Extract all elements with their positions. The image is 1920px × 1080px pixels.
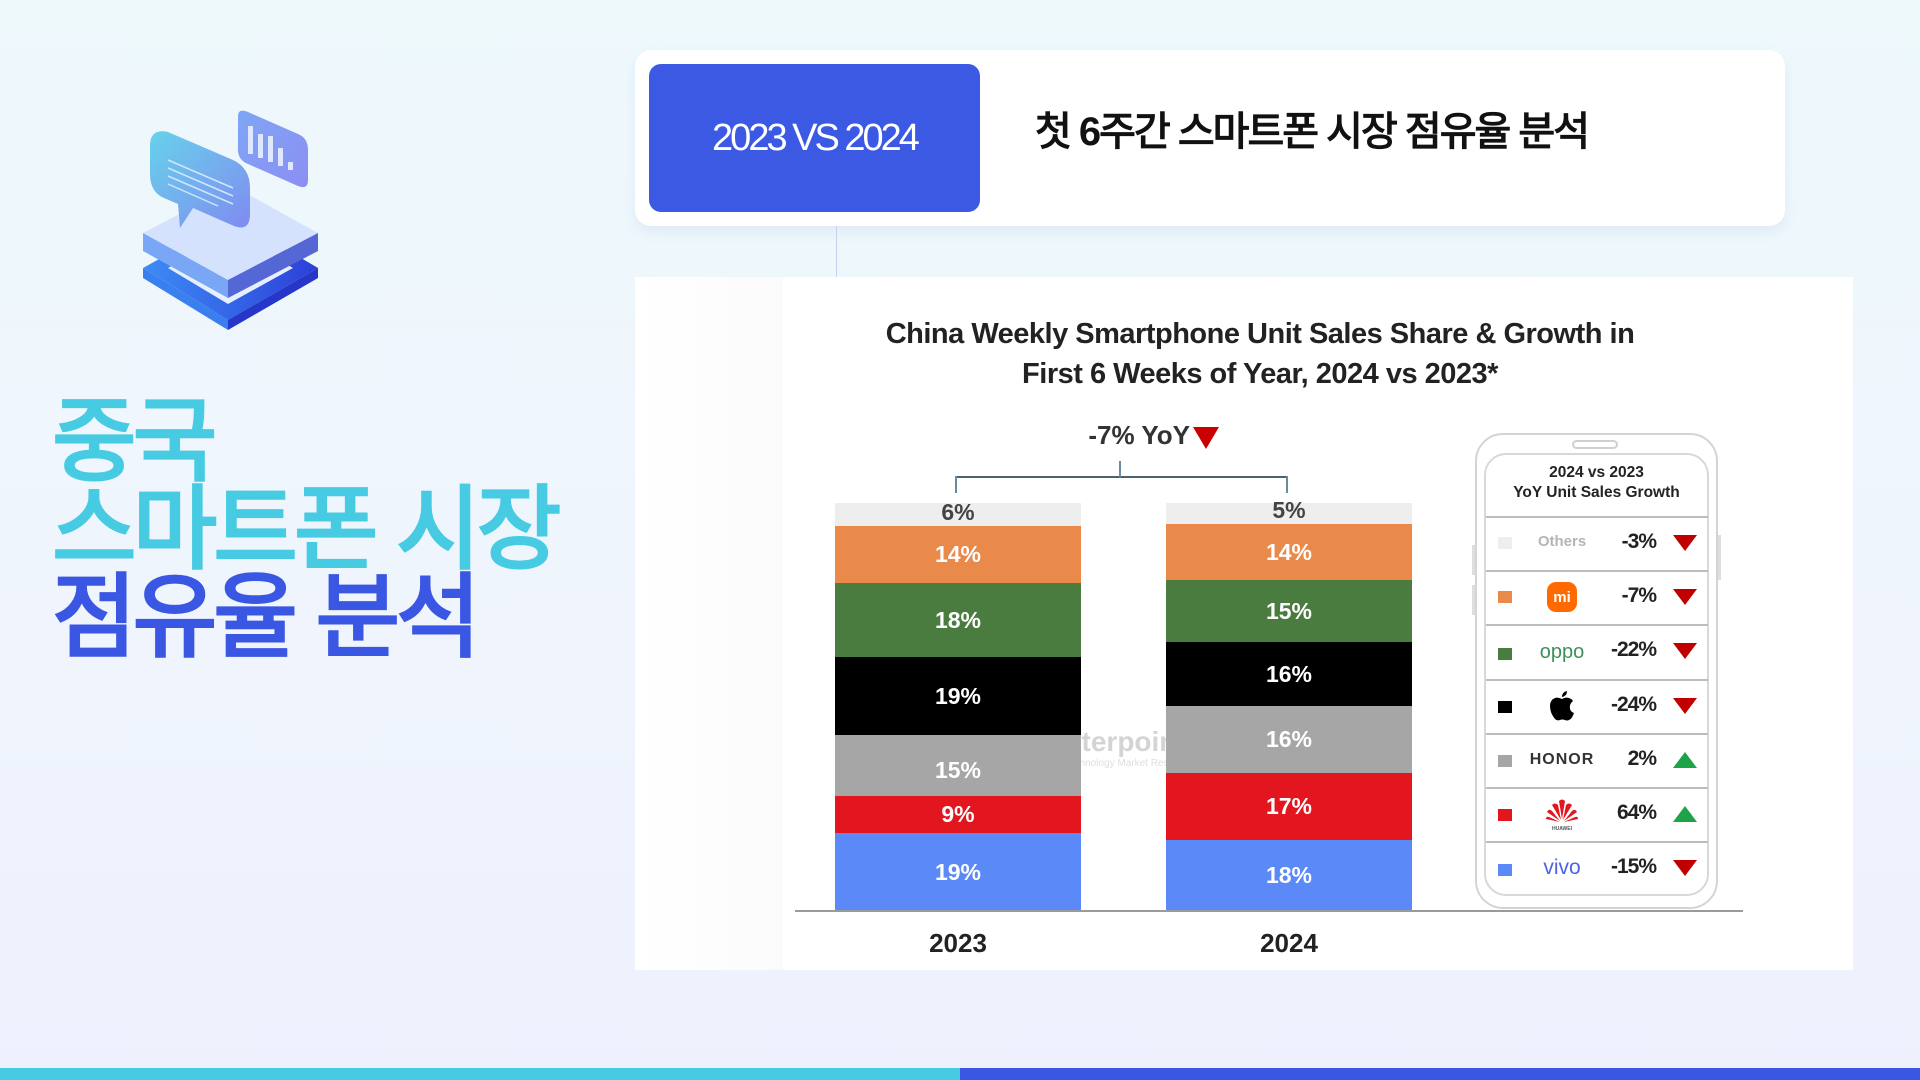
x-axis-label-2024: 2024 [1260,928,1318,958]
bar-2023: 6% 14% 18% 19% 15% 9% 19% [835,499,1081,911]
chart-panel-margin [635,277,783,970]
down-arrow-icon [1673,535,1697,551]
data-analysis-illustration-icon [138,108,328,336]
bar-segment-xiaomi: 14% [1166,524,1412,580]
down-arrow-icon [1673,698,1697,714]
legend-divider [1486,787,1708,789]
legend-swatch [1498,809,1512,821]
oppo-logo-icon: oppo [1539,641,1585,663]
phone-speaker-icon [1572,440,1618,449]
phone-legend-screen [1484,453,1709,896]
bar-segment-xiaomi: 14% [835,526,1081,583]
chart-title-line-2: First 6 Weeks of Year, 2024 vs 2023* [1022,358,1498,390]
legend-row-others: Others -3% [1486,518,1708,568]
watermark-subtext: Technology Market Research [1064,758,1194,769]
chart-title-line-1: China Weekly Smartphone Unit Sales Share… [885,318,1635,350]
legend-title-line-1: 2024 vs 2023 [1549,464,1644,481]
legend-swatch [1498,591,1512,603]
bar-segment-oppo: 18% [835,583,1081,657]
phone-legend-frame [1475,433,1718,909]
title-line-3: 점유율 분석 [52,567,481,669]
growth-value: -3% [1621,530,1657,553]
bar-2024: 5% 14% 15% 16% 16% 17% 18% [1166,497,1412,911]
legend-swatch [1498,648,1512,660]
legend-swatch [1498,537,1512,549]
bar-segment-apple: 16% [1166,642,1412,706]
down-arrow-icon [1673,860,1697,876]
total-yoy-label: -7% YoY [1088,420,1190,450]
year-comparison-badge: 2023 VS 2024 [649,64,980,212]
growth-value: -24% [1610,693,1657,716]
brand-label: Others [1537,533,1587,550]
legend-divider [1486,679,1708,681]
legend-row-honor: HONOR 2% [1486,735,1708,785]
svg-text:HUAWEI: HUAWEI [1552,826,1573,832]
legend-divider [1486,570,1708,572]
growth-value: -22% [1610,638,1657,661]
bar-segment-others: 6% [835,499,1081,526]
title-line-2: 스마트폰 시장 [52,479,561,581]
bottom-accent-stripe-blue [960,1068,1920,1080]
chart-title: China Weekly Smartphone Unit Sales Share… [760,314,1760,394]
apple-logo-icon [1522,689,1602,726]
bar-segment-honor: 15% [835,735,1081,796]
up-arrow-icon [1673,752,1697,768]
bottom-accent-stripe-cyan [0,1068,960,1080]
xiaomi-logo-icon: mi [1522,582,1602,612]
legend-divider [1486,733,1708,735]
bar-segment-vivo: 18% [1166,840,1412,911]
phone-side-button [1472,585,1475,615]
down-arrow-icon [1673,589,1697,605]
growth-value: -7% [1621,584,1657,607]
legend-divider [1486,516,1708,518]
yoy-bracket-right [1286,476,1288,493]
legend-swatch [1498,864,1512,876]
bar-segment-huawei: 17% [1166,773,1412,840]
down-arrow-icon [1673,643,1697,659]
yoy-bracket [955,476,1288,478]
growth-value: 64% [1616,801,1657,824]
legend-row-xiaomi: mi -7% [1486,572,1708,622]
legend-title-line-2: YoY Unit Sales Growth [1513,484,1680,501]
growth-value: 2% [1627,747,1657,770]
huawei-logo-icon: HUAWEI [1522,793,1602,838]
legend-swatch [1498,755,1512,767]
x-axis-line [795,910,1743,912]
up-arrow-icon [1673,806,1697,822]
phone-side-button [1472,545,1475,575]
header-title: 첫 6주간 스마트폰 시장 점유율 분석 [1035,110,1590,154]
bar-segment-honor: 16% [1166,706,1412,773]
yoy-bracket-center [1119,461,1121,477]
bar-segment-huawei: 9% [835,796,1081,833]
bar-segment-oppo: 15% [1166,580,1412,642]
connector-line [836,226,837,278]
legend-row-oppo: oppo -22% [1486,626,1708,676]
legend-row-apple: -24% [1486,681,1708,731]
legend-row-vivo: vivo -15% [1486,843,1708,893]
legend-title: 2024 vs 2023 YoY Unit Sales Growth [1484,463,1709,503]
bar-segment-apple: 19% [835,657,1081,735]
slide-title: 중국 스마트폰 시장 점유율 분석 [52,391,561,669]
bar-segment-others: 5% [1166,497,1412,524]
x-axis-label-2023: 2023 [929,928,987,958]
growth-value: -15% [1610,855,1657,878]
legend-divider [1486,624,1708,626]
honor-logo-icon: HONOR [1529,751,1595,768]
legend-divider [1486,841,1708,843]
phone-side-button [1718,535,1721,580]
bar-segment-vivo: 19% [835,833,1081,911]
down-arrow-icon [1193,427,1219,449]
vivo-logo-icon: vivo [1543,856,1581,879]
legend-row-huawei: HUAWEI 64% [1486,789,1708,839]
title-line-1: 중국 [52,391,217,493]
legend-swatch [1498,701,1512,713]
yoy-bracket-left [955,476,957,493]
